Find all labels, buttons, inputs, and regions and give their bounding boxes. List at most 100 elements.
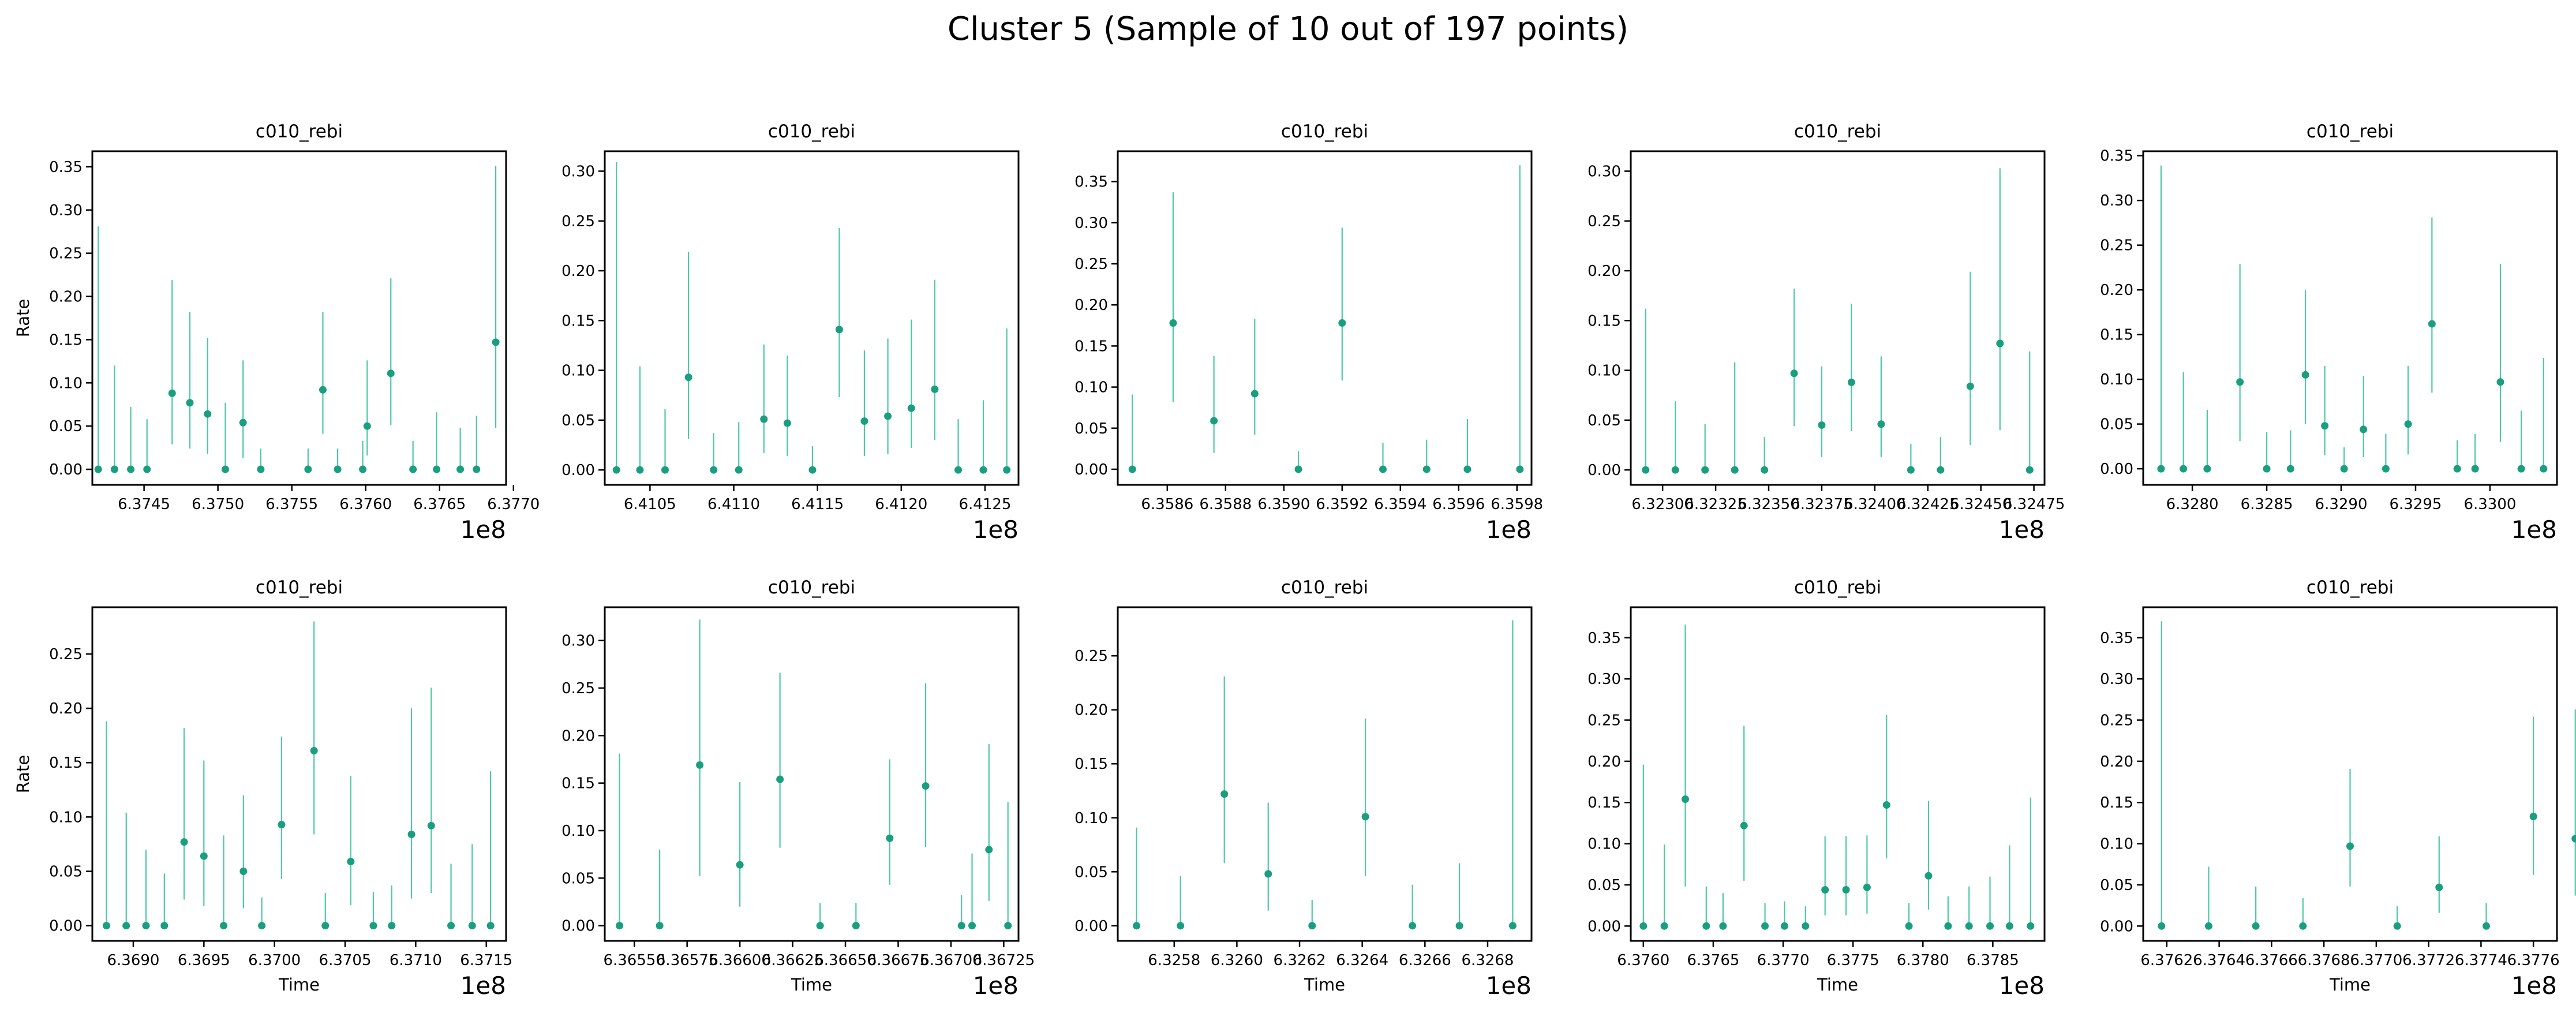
data-point <box>2203 465 2211 473</box>
y-tick-label: 0.35 <box>1587 630 1621 647</box>
data-point <box>886 834 894 842</box>
y-tick-label: 0.10 <box>49 809 83 826</box>
data-point <box>816 922 824 930</box>
data-point <box>1882 801 1890 809</box>
x-axis-label: Time <box>791 975 832 995</box>
data-point <box>407 830 415 838</box>
y-tick-label: 0.05 <box>2100 416 2133 433</box>
data-point <box>783 419 791 427</box>
y-tick-label: 0.30 <box>1074 215 1108 232</box>
y-tick-label: 0.00 <box>1587 918 1621 935</box>
data-point <box>168 389 176 397</box>
subplot-9: 0.00 0.05 0.10 0.15 0.20 0.25 0.30 0.35 6.3760 6.… <box>1587 577 2046 1000</box>
axes-frame <box>2142 606 2558 942</box>
y-tick-label: 0.10 <box>1587 836 1621 853</box>
data-point <box>258 922 266 930</box>
data-point <box>1210 417 1218 425</box>
x-tick-label: 6.3770 <box>487 496 540 513</box>
x-tick-label: 6.3768 <box>2298 952 2350 969</box>
axes-frame <box>1630 150 2046 486</box>
x-tick-label: 6.3770 <box>2350 952 2402 969</box>
data-point <box>388 922 396 930</box>
data-point <box>427 821 435 829</box>
x-offset-text: 1e8 <box>1999 971 2045 1000</box>
subplot-title: c010_rebi <box>768 121 855 142</box>
data-point <box>1294 465 1302 473</box>
data-point <box>1761 922 1769 930</box>
y-tick-label: 0.05 <box>49 418 83 435</box>
data-point <box>1761 466 1769 474</box>
data-point <box>1220 790 1229 798</box>
x-tick-label: 6.3300 <box>2463 496 2516 513</box>
data-point <box>985 846 993 854</box>
x-tick-label: 6.36575 <box>656 952 718 969</box>
data-point <box>1863 883 1871 891</box>
x-tick-label: 6.32375 <box>1791 496 1853 513</box>
x-tick-label: 6.3780 <box>1897 952 1949 969</box>
x-tick-label: 6.3586 <box>1141 496 1193 513</box>
x-tick-label: 6.32425 <box>1897 496 1959 513</box>
x-tick-label: 6.3268 <box>1461 952 1514 969</box>
x-tick-label: 6.3280 <box>2166 496 2219 513</box>
figure-title: Cluster 5 (Sample of 10 out of 197 point… <box>947 10 1629 48</box>
data-point <box>710 466 718 474</box>
y-tick-label: 0.15 <box>1074 338 1108 355</box>
x-tick-label: 6.36675 <box>867 952 930 969</box>
x-tick-label: 6.36550 <box>603 952 665 969</box>
subplot-4: 0.000.050.100.150.200.250.306.323006.323… <box>1587 121 2065 544</box>
y-tick-label: 0.25 <box>2100 237 2133 255</box>
y-tick-label: 0.00 <box>1587 462 1621 479</box>
data-point <box>433 465 441 473</box>
data-point <box>1842 886 1850 894</box>
data-point <box>1133 922 1141 930</box>
x-tick-label: 6.32450 <box>1950 496 2012 513</box>
x-tick-label: 6.32325 <box>1684 496 1747 513</box>
data-point <box>2157 465 2165 473</box>
y-tick-label: 0.20 <box>49 289 83 306</box>
data-point <box>2252 922 2260 930</box>
y-tick-label: 0.10 <box>1074 810 1108 827</box>
data-point <box>884 412 892 420</box>
data-point <box>257 465 265 473</box>
data-point <box>1660 922 1668 930</box>
data-point <box>319 386 327 394</box>
x-tick-label: 6.3762 <box>2140 952 2193 969</box>
x-tick-label: 6.36700 <box>920 952 982 969</box>
x-tick-label: 6.3695 <box>178 952 230 969</box>
data-point <box>204 410 212 418</box>
x-tick-label: 6.3785 <box>1967 952 2019 969</box>
data-point <box>2263 465 2271 473</box>
y-tick-label: 0.05 <box>1587 412 1621 429</box>
x-tick-label: 6.3596 <box>1432 496 1485 513</box>
y-tick-label: 0.20 <box>561 263 595 280</box>
axes-frame <box>2142 150 2558 486</box>
data-point <box>1924 872 1933 880</box>
data-point <box>2027 922 2035 930</box>
y-tick-label: 0.20 <box>49 700 83 717</box>
data-point <box>1681 795 1689 803</box>
data-point <box>473 465 481 473</box>
x-tick-label: 6.3592 <box>1316 496 1368 513</box>
data-point <box>1409 922 1417 930</box>
x-tick-label: 6.3262 <box>1274 952 1326 969</box>
x-tick-label: 6.3258 <box>1148 952 1200 969</box>
data-point <box>2005 922 2013 930</box>
data-point <box>1790 369 1798 378</box>
y-tick-label: 0.00 <box>2100 461 2133 478</box>
data-point <box>808 466 817 474</box>
data-point <box>1128 465 1136 473</box>
y-tick-label: 0.20 <box>1074 297 1108 314</box>
data-point <box>835 326 843 334</box>
x-tick-label: 6.36650 <box>814 952 877 969</box>
data-point <box>2496 378 2504 386</box>
x-tick-label: 6.3760 <box>1617 952 1669 969</box>
x-axis-label: Time <box>1817 975 1858 995</box>
x-tick-label: 6.3690 <box>107 952 159 969</box>
y-tick-label: 0.00 <box>1074 918 1108 935</box>
data-point <box>1937 466 1945 474</box>
x-axis-label: Time <box>1304 975 1345 995</box>
x-tick-label: 6.4125 <box>958 496 1011 513</box>
data-point <box>612 466 620 474</box>
data-point <box>447 922 455 930</box>
